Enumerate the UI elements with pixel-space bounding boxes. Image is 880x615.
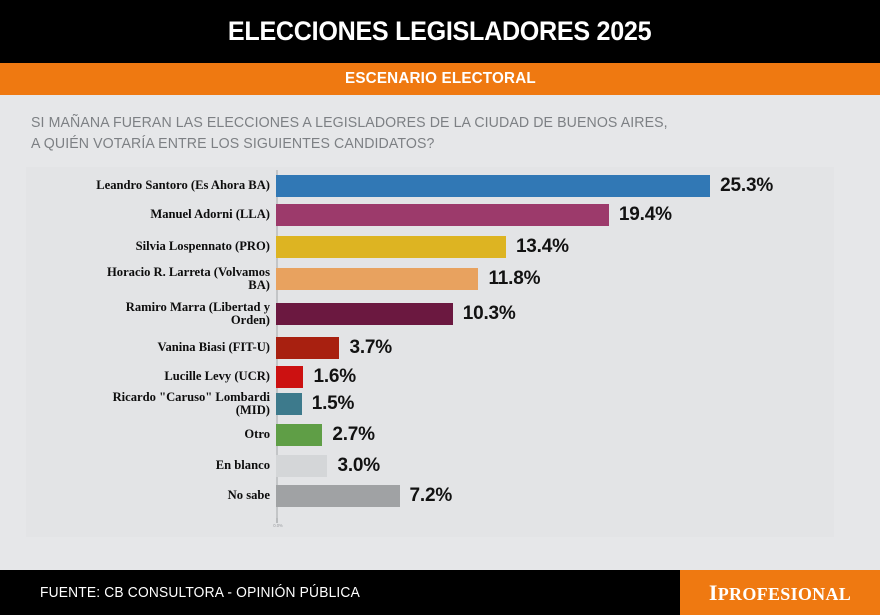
- bar-row: En blanco 3.0%: [26, 455, 834, 477]
- brand-logo-text: IPROFESIONAL: [709, 580, 851, 606]
- subheader-bar: ESCENARIO ELECTORAL: [0, 63, 880, 95]
- bar-value-label: 13.4%: [515, 236, 569, 257]
- bar-row: Leandro Santoro (Es Ahora BA) 25.3%: [26, 175, 834, 197]
- bar-label: Vanina Biasi (FIT-U): [40, 341, 270, 355]
- bar-label-line: No sabe: [227, 488, 270, 503]
- bar-label-line: Horacio R. Larreta (Volvamos: [107, 264, 270, 279]
- bar-label: Silvia Lospennato (PRO): [40, 240, 270, 254]
- bar-row: No sabe 7.2%: [26, 485, 834, 507]
- bar-value-label: 11.8%: [488, 268, 541, 289]
- bar-label: No sabe: [40, 489, 270, 503]
- bar-label: En blanco: [40, 459, 270, 473]
- bar-track: [276, 303, 453, 325]
- bar-label: Leandro Santoro (Es Ahora BA): [40, 179, 270, 193]
- brand-logo-rest: PROFESIONAL: [717, 583, 852, 604]
- bar-label: Ramiro Marra (Libertad y Orden): [40, 299, 270, 328]
- bar[interactable]: [276, 268, 479, 290]
- bar-track: [276, 204, 609, 226]
- bar-label-line: Ricardo "Caruso" Lombardi: [112, 389, 270, 404]
- bar-rows: Leandro Santoro (Es Ahora BA) 25.3% Manuel…: [26, 167, 834, 519]
- bar-row: Ramiro Marra (Libertad y Orden) 10.3%: [26, 299, 834, 328]
- bar[interactable]: [276, 366, 304, 388]
- bar-track: [276, 455, 328, 477]
- bar[interactable]: [276, 485, 400, 507]
- bar-row: Manuel Adorni (LLA) 19.4%: [26, 204, 834, 226]
- bar-value-label: 3.0%: [337, 455, 380, 476]
- bar-track: [276, 366, 304, 388]
- bar-label-line: (MID): [235, 403, 270, 417]
- poll-question-line-1: SI MAÑANA FUERAN LAS ELECCIONES A LEGISL…: [31, 115, 668, 131]
- bar-label: Otro: [40, 428, 270, 442]
- bar[interactable]: [276, 236, 506, 258]
- bar-track: [276, 485, 400, 507]
- bar-value-label: 2.7%: [332, 424, 375, 445]
- bar-row: Ricardo "Caruso" Lombardi (MID) 1.5%: [26, 389, 834, 418]
- bar-label-line: Lucille Levy (UCR): [164, 369, 270, 384]
- bar-track: [276, 236, 506, 258]
- bar-value-label: 19.4%: [618, 204, 672, 225]
- subheader-title: ESCENARIO ELECTORAL: [344, 70, 536, 87]
- bar-value-label: 10.3%: [462, 303, 516, 324]
- axis-zero-label: 0.0%: [273, 523, 283, 528]
- bar-label-line: Silvia Lospennato (PRO): [135, 239, 270, 254]
- bar-row: Horacio R. Larreta (Volvamos BA) 11.8%: [26, 264, 834, 293]
- bar-track: [276, 393, 302, 415]
- bar-row: Vanina Biasi (FIT-U) 3.7%: [26, 337, 834, 359]
- bar-track: [276, 268, 479, 290]
- bar-track: [276, 175, 711, 197]
- bar-label-line: Leandro Santoro (Es Ahora BA): [96, 178, 270, 193]
- bar-value-label: 25.3%: [720, 175, 774, 196]
- bar-label-line: En blanco: [215, 458, 270, 473]
- bar-label: Manuel Adorni (LLA): [40, 208, 270, 222]
- bar-chart: 0.0% Leandro Santoro (Es Ahora BA) 25.3% M…: [26, 167, 834, 537]
- bar-value-label: 1.6%: [313, 366, 356, 387]
- brand-logo-initial: I: [708, 579, 718, 605]
- bar-label: Ricardo "Caruso" Lombardi (MID): [40, 389, 270, 418]
- bar-value-label: 3.7%: [349, 337, 392, 358]
- page-title: ELECCIONES LEGISLADORES 2025: [228, 16, 652, 46]
- bar-label-line: Manuel Adorni (LLA): [150, 207, 270, 222]
- bar-value-label: 7.2%: [409, 485, 453, 506]
- chart-axis-tick: [276, 518, 278, 523]
- bar-label-line: BA): [248, 278, 270, 292]
- footer-source: FUENTE: CB CONSULTORA - OPINIÓN PÚBLICA: [40, 585, 360, 601]
- bar-label-line: Orden): [230, 313, 270, 327]
- header-bar: ELECCIONES LEGISLADORES 2025: [0, 0, 880, 63]
- poll-question-line-2: A QUIÉN VOTARÍA ENTRE LOS SIGUIENTES CAN…: [31, 136, 435, 152]
- bar[interactable]: [276, 175, 711, 197]
- bar[interactable]: [276, 424, 323, 446]
- bar[interactable]: [276, 393, 302, 415]
- bar-label-line: Vanina Biasi (FIT-U): [157, 340, 270, 355]
- bar[interactable]: [276, 204, 609, 226]
- bar-row: Otro 2.7%: [26, 424, 834, 446]
- bar-row: Silvia Lospennato (PRO) 13.4%: [26, 236, 834, 258]
- bar-label: Lucille Levy (UCR): [40, 370, 270, 384]
- bar-track: [276, 337, 340, 359]
- bar-value-label: 1.5%: [311, 393, 355, 414]
- bar-label-line: Otro: [244, 427, 270, 442]
- bar-label-line: Ramiro Marra (Libertad y: [125, 299, 270, 314]
- bar[interactable]: [276, 455, 328, 477]
- poll-question: SI MAÑANA FUERAN LAS ELECCIONES A LEGISL…: [31, 113, 797, 155]
- bar[interactable]: [276, 303, 453, 325]
- bar-row: Lucille Levy (UCR) 1.6%: [26, 366, 834, 388]
- bar-label: Horacio R. Larreta (Volvamos BA): [40, 264, 270, 293]
- bar[interactable]: [276, 337, 340, 359]
- brand-logo[interactable]: IPROFESIONAL: [680, 570, 880, 615]
- bar-track: [276, 424, 323, 446]
